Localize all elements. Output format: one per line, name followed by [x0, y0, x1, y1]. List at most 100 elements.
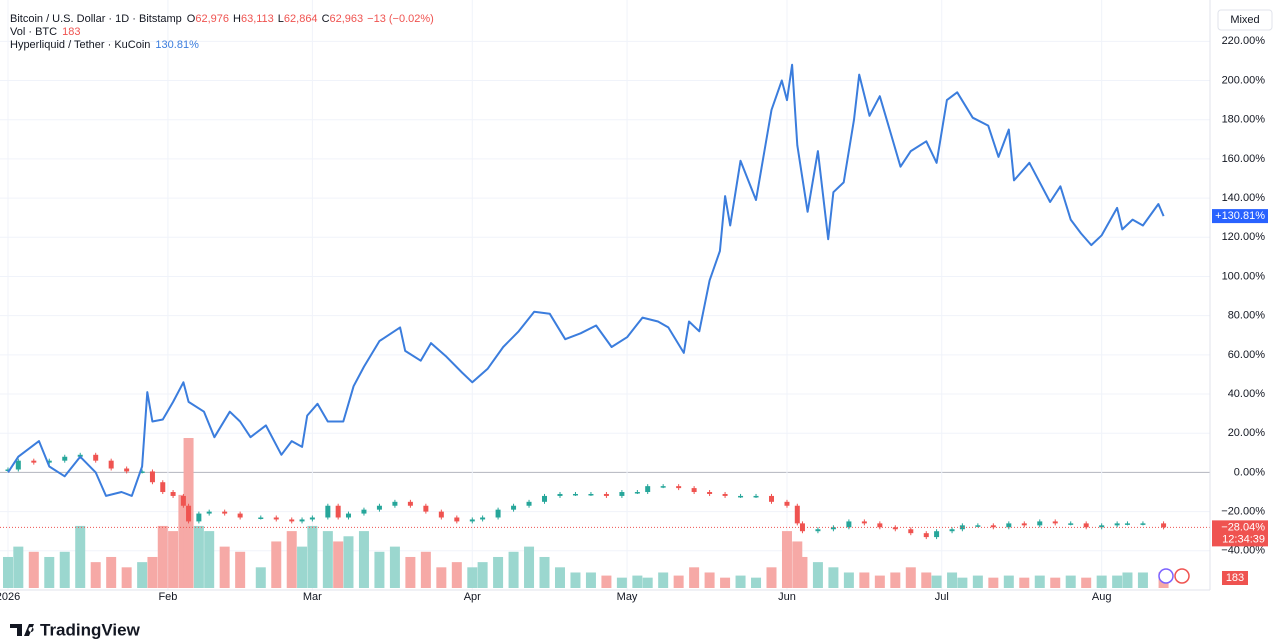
volume-bar [1050, 577, 1061, 588]
volume-bar [235, 551, 246, 588]
volume-bar [704, 572, 715, 588]
candle [335, 505, 341, 518]
volume-tag-label: 183 [1226, 572, 1244, 584]
volume-name: Vol · BTC [10, 26, 57, 38]
volume-bar [601, 575, 612, 588]
volume-bar [106, 556, 117, 588]
y-tick-label: −20.00% [1221, 506, 1265, 518]
candle [959, 525, 965, 530]
candle [5, 469, 11, 471]
candle [934, 531, 940, 538]
volume-bar [90, 562, 101, 588]
ohlc-line: Bitcoin / U.S. Dollar · 1D · Bitstamp O62… [10, 13, 434, 25]
legend: Bitcoin / U.S. Dollar · 1D · Bitstamp O62… [10, 13, 434, 51]
candle [206, 511, 212, 514]
x-tick-label: Apr [464, 591, 481, 603]
candle [691, 488, 697, 493]
x-tick-label: Aug [1092, 591, 1112, 603]
y-tick-label: 220.00% [1222, 35, 1266, 47]
candle [170, 492, 176, 496]
y-tick-label: 0.00% [1234, 466, 1265, 478]
volume-bar [121, 567, 132, 588]
volume-bar [75, 525, 86, 588]
volume-bar [1003, 575, 1014, 588]
candle [1037, 521, 1043, 526]
ohlc-value: 62,963 [330, 13, 364, 25]
volume-bar [204, 531, 215, 588]
volume-bar [178, 494, 189, 588]
volume-bar [271, 541, 282, 588]
compare-value: 130.81% [155, 39, 199, 51]
candle [1068, 523, 1074, 525]
volume-bar [157, 525, 168, 588]
price-tag-label: −28.04% [1221, 521, 1265, 533]
volume-bar [673, 575, 684, 588]
volume-bar [632, 575, 643, 588]
candle [784, 501, 790, 506]
volume-bar [972, 575, 983, 588]
candle [309, 517, 315, 520]
x-tick-label: 2026 [0, 591, 20, 603]
candle [1114, 523, 1120, 526]
event-icons [1158, 568, 1190, 584]
volume-bar [585, 572, 596, 588]
candle [469, 519, 475, 522]
volume-bar [554, 567, 565, 588]
y-tick-label: −40.00% [1221, 545, 1265, 557]
candle [794, 505, 800, 524]
candle [557, 493, 563, 496]
axes: 220.00% 200.00% 180.00% 160.00% 140.00% 120.0… [0, 35, 1268, 603]
candle [738, 495, 744, 498]
candle [289, 519, 295, 522]
candle [830, 527, 836, 530]
volume-bar [1122, 572, 1133, 588]
candle [572, 493, 578, 496]
y-tick-label: 20.00% [1228, 427, 1266, 439]
candle [861, 521, 867, 524]
volume-bar [1137, 572, 1148, 588]
plot [0, 63, 1210, 540]
scale-mode[interactable]: Mixed [1230, 14, 1259, 26]
ohlc-key: H [233, 13, 241, 25]
volume-bar [931, 575, 942, 588]
y-tick-label: 100.00% [1222, 270, 1266, 282]
candle [975, 525, 981, 527]
candle [1083, 523, 1089, 528]
candle [345, 513, 351, 518]
scale-mode-button[interactable] [1217, 9, 1273, 31]
candle [1140, 523, 1146, 525]
candle [186, 505, 192, 522]
candle [93, 454, 99, 461]
volume-bar [405, 556, 416, 588]
candle [799, 523, 805, 532]
volume-bar [3, 556, 13, 588]
candle [423, 505, 429, 512]
x-tick-label: Jul [935, 591, 949, 603]
volume-bar [874, 575, 885, 588]
candle [676, 486, 682, 489]
candle [1124, 523, 1130, 525]
volume-bar [957, 577, 968, 588]
volume-bar [1112, 575, 1123, 588]
volume-bar [436, 567, 447, 588]
candle [1161, 523, 1167, 528]
event-icon [1174, 568, 1190, 584]
candle [361, 509, 367, 514]
volume-bar [570, 572, 581, 588]
candle [62, 456, 68, 461]
candle [149, 471, 155, 483]
volume-bar [307, 525, 318, 588]
compare-name: Hyperliquid / Tether · KuCoin [10, 39, 150, 51]
volume-bar [59, 551, 70, 588]
volume-bar [751, 577, 762, 588]
candle [325, 505, 331, 518]
y-tick-label: 120.00% [1222, 231, 1266, 243]
candle [124, 468, 130, 472]
candle [495, 509, 501, 518]
y-tick-label: 60.00% [1228, 349, 1266, 361]
candle [454, 517, 460, 522]
ohlc-value: 63,113 [241, 13, 274, 25]
volume-bar [642, 577, 653, 588]
candle [299, 519, 305, 522]
volume-bar [147, 556, 158, 588]
